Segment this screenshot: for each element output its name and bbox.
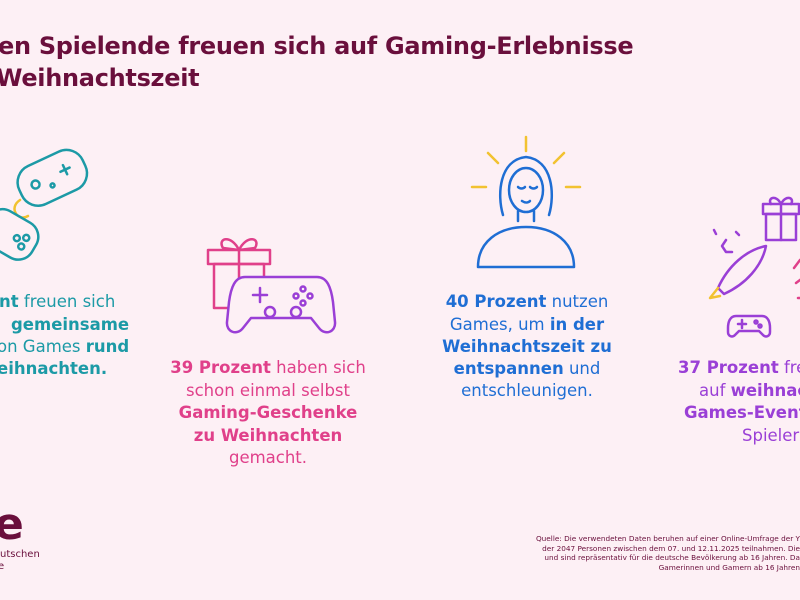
stat-line: schon einmal selbst: [185, 381, 351, 400]
stat-line: Games-Event: [684, 403, 800, 422]
rocket-gift-controller-icon: [708, 196, 800, 338]
stat-line: zu Weihnachten: [193, 426, 343, 445]
logo-text-line-2: e: [0, 561, 5, 572]
stat-line: on Games rund: [0, 337, 130, 356]
source-line: Gamerinnen und Gamern ab 16 Jahren: [658, 562, 800, 572]
source-line: und sind repräsentativ für die deutsche …: [544, 553, 800, 562]
stat-line: entspannen und: [453, 359, 601, 378]
source-note: Quelle: Die verwendeten Daten beruhen au…: [530, 534, 800, 572]
stat-line: auf weihnac: [699, 381, 800, 400]
gift-and-controller-icon: [206, 238, 337, 334]
stat-line: gemacht.: [228, 448, 308, 467]
headline-line-2: Weihnachtszeit: [0, 64, 200, 92]
stat-line: 37 Prozent fre: [678, 358, 800, 377]
stat-line: Gaming-Geschenke: [178, 403, 358, 422]
source-line: Quelle: Die verwendeten Daten beruhen au…: [535, 534, 800, 543]
stat-line: 40 Prozent nutzen: [445, 292, 609, 311]
stat-line: 39 Prozent haben sich: [170, 358, 366, 377]
logo-text-line-1: utschen: [0, 549, 40, 560]
stat-line: gemeinsame: [11, 315, 130, 334]
stat-line: nt freuen sich: [0, 292, 116, 311]
headline-line-1: en Spielende freuen sich auf Gaming-Erle…: [0, 32, 634, 60]
stat-line: Games, um in der: [449, 315, 605, 334]
stat-line: Spieler: [742, 426, 800, 445]
source-line: der 2047 Personen zwischen dem 07. und 1…: [542, 543, 800, 553]
stat-line: Weihnachtszeit zu: [442, 337, 612, 356]
stat-line: entschleunigen.: [461, 381, 593, 400]
two-controllers-icon: [0, 148, 89, 261]
stat-line: eihnachten.: [0, 359, 108, 378]
logo-mark: e: [0, 499, 24, 550]
relaxed-woman-icon: [470, 135, 582, 269]
